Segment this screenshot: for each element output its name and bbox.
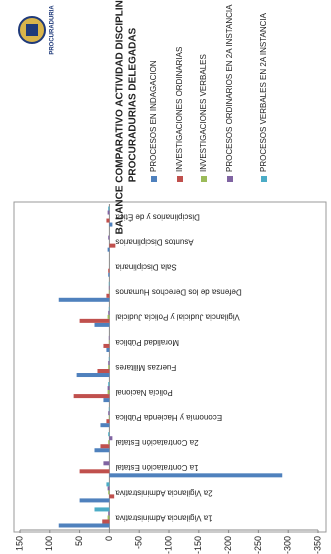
bar xyxy=(97,369,110,374)
bar xyxy=(108,281,110,286)
y-tick-label: -50 xyxy=(134,536,144,549)
bar xyxy=(73,394,110,399)
legend-label: INVESTIGACIONES VERBALES xyxy=(199,54,208,172)
bar xyxy=(107,486,110,491)
bar xyxy=(106,218,110,223)
bar xyxy=(108,285,110,290)
bar xyxy=(94,448,110,453)
bar xyxy=(108,289,110,294)
bar xyxy=(108,356,110,361)
y-tick-label: -150 xyxy=(193,536,203,554)
legend-swatch xyxy=(261,176,267,182)
legend-swatch xyxy=(201,176,207,182)
bar xyxy=(108,490,110,495)
bar xyxy=(109,243,116,248)
bar xyxy=(79,318,110,323)
x-tick-label: 1a Vigilancia Administrativa xyxy=(115,513,213,522)
logo-shield xyxy=(26,24,38,36)
x-tick-label: Sala Disciplinaria xyxy=(115,263,177,272)
legend-label: INVESTIGACIONES ORDINARIAS xyxy=(175,47,184,172)
bar xyxy=(108,407,110,412)
chart-body: PROCURADURIA BALANCE COMPARATIVO ACTIVID… xyxy=(13,0,327,554)
bar xyxy=(107,386,110,391)
y-tick-label: -350 xyxy=(312,536,322,554)
bar xyxy=(107,515,110,520)
legend-label: PROCESOS EN INDAGACION xyxy=(149,60,158,172)
bar xyxy=(108,310,110,315)
chart-title: BALANCE COMPARATIVO ACTIVIDAD DISCIPLINA… xyxy=(115,0,126,234)
bar xyxy=(102,519,110,524)
bar xyxy=(108,339,110,344)
plot-frame xyxy=(13,201,327,533)
bar xyxy=(106,482,110,487)
bar xyxy=(109,494,115,499)
bar xyxy=(58,297,110,302)
bar xyxy=(79,469,110,474)
x-tick-label: 1a Contratación Estatal xyxy=(115,463,198,472)
bar xyxy=(109,222,113,227)
x-tick-label: Moralidad Pública xyxy=(115,338,179,347)
legend-label: PROCESOS ORDINARIOS EN 2A INSTANCIA xyxy=(225,4,234,172)
x-tick-label: 2a Vigilancia Administrativa xyxy=(115,488,213,497)
y-tick-label: 0 xyxy=(104,536,114,541)
y-tick-label: -100 xyxy=(163,536,173,554)
legend-swatch xyxy=(177,176,183,182)
x-tick-label: Policía Nacional xyxy=(115,388,173,397)
bar xyxy=(108,411,110,416)
bar xyxy=(108,268,110,273)
bar xyxy=(108,206,110,211)
y-tick-label: -250 xyxy=(253,536,263,554)
legend-label: PROCESOS VERBALES EN 2A INSTANCIA xyxy=(259,12,268,172)
bar xyxy=(58,523,110,528)
bar xyxy=(94,507,110,512)
bar xyxy=(108,511,110,516)
x-tick-label: Fuerzas Militares xyxy=(115,363,176,372)
bar xyxy=(103,343,110,348)
bar xyxy=(106,419,110,424)
legend-swatch xyxy=(227,176,233,182)
bar xyxy=(108,364,110,370)
bar xyxy=(103,398,110,403)
legend-swatch xyxy=(151,176,157,182)
bar xyxy=(108,272,110,277)
bar xyxy=(106,293,110,298)
bar xyxy=(108,432,110,437)
bar xyxy=(103,461,110,466)
bar xyxy=(106,347,110,352)
bar xyxy=(107,247,110,252)
y-tick-label: -200 xyxy=(223,536,233,554)
bar xyxy=(108,335,110,340)
bar xyxy=(109,473,283,478)
chart-subtitle: PROCURADURIAS DELEGADAS xyxy=(128,27,139,182)
x-tick-label: Economía y Hacienda Pública xyxy=(115,413,222,422)
x-tick-label: Defensa de los Derechos Humanos xyxy=(115,288,241,297)
y-tick-label: 50 xyxy=(74,536,84,546)
x-tick-label: 2a Contratación Estatal xyxy=(115,438,198,447)
bar xyxy=(108,415,110,420)
x-tick-label: Disciplinarios y de Ética xyxy=(115,212,200,221)
bar xyxy=(108,440,110,445)
bar xyxy=(100,423,110,428)
bar xyxy=(76,373,110,378)
bar xyxy=(108,235,110,240)
logo: PROCURADURIA xyxy=(18,5,56,55)
bar xyxy=(107,390,110,395)
bar xyxy=(107,210,110,215)
x-tick-label: Asuntos Disciplinarios xyxy=(115,238,193,247)
bar xyxy=(109,436,113,441)
bar xyxy=(108,360,110,365)
bar xyxy=(108,382,110,387)
y-tick-label: -300 xyxy=(283,536,293,554)
bar xyxy=(108,306,110,311)
y-tick-label: 100 xyxy=(44,536,54,551)
logo-text: PROCURADURIA xyxy=(50,5,56,55)
x-tick-label: Vigilancia Judicial y Policía Judicial xyxy=(115,313,240,322)
bar xyxy=(100,444,110,449)
bar xyxy=(107,314,110,319)
bar xyxy=(79,498,110,503)
bar xyxy=(94,322,110,327)
y-tick-label: 150 xyxy=(14,536,24,551)
